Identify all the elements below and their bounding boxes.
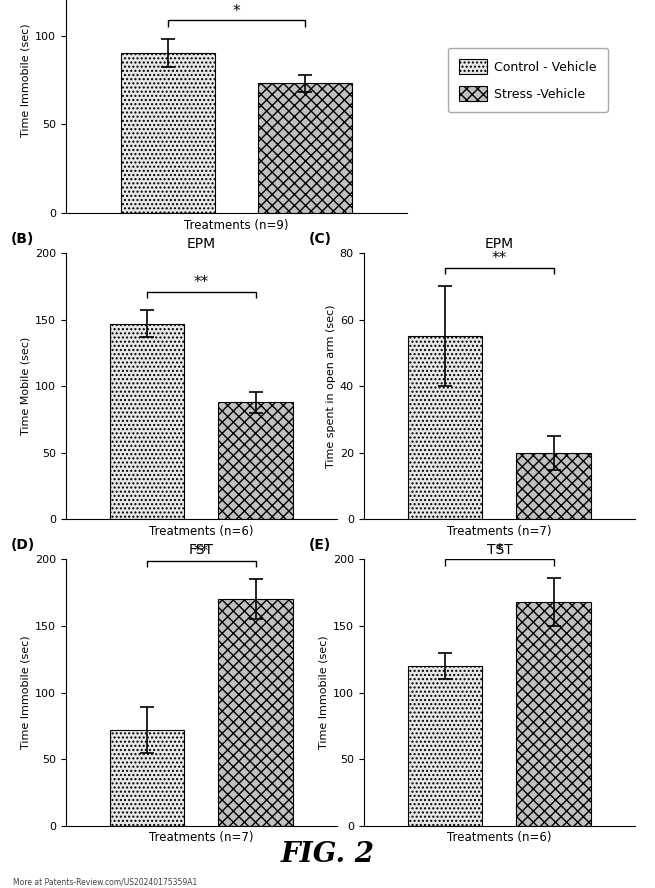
Text: **: **	[194, 544, 209, 559]
Title: FST: FST	[189, 543, 214, 557]
Bar	[109, 730, 185, 826]
Text: *: *	[496, 543, 503, 558]
Bar	[218, 599, 293, 826]
Text: (C): (C)	[309, 232, 332, 246]
Bar	[109, 324, 185, 519]
X-axis label: Treatments (n=9): Treatments (n=9)	[184, 218, 289, 232]
Y-axis label: Time Immobile (sec): Time Immobile (sec)	[20, 23, 31, 137]
Bar	[407, 666, 483, 826]
Title: TST: TST	[487, 543, 512, 557]
Text: **: **	[492, 251, 507, 266]
Text: (B): (B)	[11, 232, 35, 246]
Bar	[218, 402, 293, 519]
X-axis label: Treatments (n=6): Treatments (n=6)	[447, 831, 552, 844]
Bar	[258, 83, 352, 213]
Title: EPM: EPM	[485, 236, 514, 250]
X-axis label: Treatments (n=6): Treatments (n=6)	[149, 525, 253, 538]
X-axis label: Treatments (n=7): Treatments (n=7)	[149, 831, 253, 844]
Y-axis label: Time spent in open arm (sec): Time spent in open arm (sec)	[326, 305, 335, 468]
Bar	[121, 53, 215, 213]
Title: EPM: EPM	[187, 236, 216, 250]
Text: **: **	[194, 275, 209, 290]
Bar	[407, 337, 483, 519]
Bar	[516, 453, 591, 519]
Text: *: *	[233, 4, 240, 20]
Y-axis label: Time Mobile (sec): Time Mobile (sec)	[20, 337, 31, 435]
Bar	[516, 602, 591, 826]
Legend: Control - Vehicle, Stress -Vehicle: Control - Vehicle, Stress -Vehicle	[448, 48, 608, 112]
Y-axis label: Time Immobile (sec): Time Immobile (sec)	[318, 636, 329, 749]
Text: More at Patents-Review.com/US20240175359A1: More at Patents-Review.com/US20240175359…	[13, 877, 197, 886]
X-axis label: Treatments (n=7): Treatments (n=7)	[447, 525, 552, 538]
Text: (D): (D)	[11, 538, 35, 552]
Y-axis label: Time Immobile (sec): Time Immobile (sec)	[20, 636, 31, 749]
Text: (E): (E)	[309, 538, 331, 552]
Text: FIG. 2: FIG. 2	[280, 842, 375, 868]
